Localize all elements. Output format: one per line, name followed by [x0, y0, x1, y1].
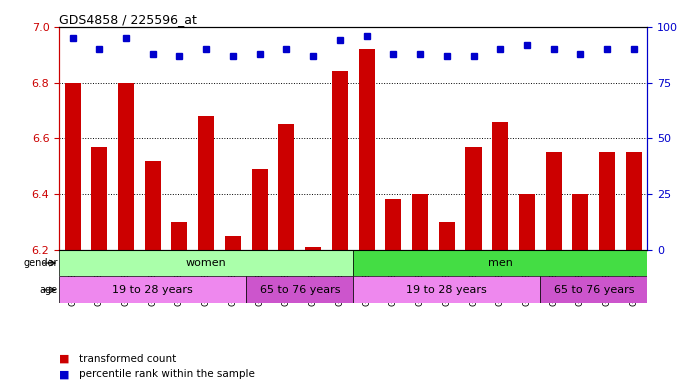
Bar	[59, 276, 246, 303]
Text: age: age	[40, 285, 58, 295]
Text: GDS4858 / 225596_at: GDS4858 / 225596_at	[59, 13, 197, 26]
Bar	[492, 122, 508, 250]
Bar	[171, 222, 187, 250]
Bar	[386, 200, 402, 250]
Text: men: men	[488, 258, 513, 268]
Bar	[626, 152, 642, 250]
Bar	[466, 147, 482, 250]
Bar	[354, 250, 647, 276]
Bar	[599, 152, 615, 250]
Text: women: women	[186, 258, 227, 268]
Bar	[540, 276, 647, 303]
Bar	[412, 194, 428, 250]
Text: transformed count: transformed count	[79, 354, 176, 364]
Bar	[572, 194, 589, 250]
Text: 65 to 76 years: 65 to 76 years	[553, 285, 634, 295]
Bar	[438, 222, 454, 250]
Bar	[145, 161, 161, 250]
Bar	[118, 83, 134, 250]
Text: ■: ■	[59, 369, 70, 379]
Text: percentile rank within the sample: percentile rank within the sample	[79, 369, 255, 379]
Bar	[252, 169, 268, 250]
Bar	[246, 276, 354, 303]
Text: 19 to 28 years: 19 to 28 years	[406, 285, 487, 295]
Bar	[225, 236, 241, 250]
Text: 19 to 28 years: 19 to 28 years	[112, 285, 193, 295]
Text: 65 to 76 years: 65 to 76 years	[260, 285, 340, 295]
Bar	[546, 152, 562, 250]
Bar	[519, 194, 535, 250]
Bar	[358, 49, 374, 250]
Text: ■: ■	[59, 354, 70, 364]
Bar	[278, 124, 294, 250]
Bar	[65, 83, 81, 250]
Bar	[91, 147, 107, 250]
Bar	[354, 276, 540, 303]
Bar	[198, 116, 214, 250]
Bar	[305, 247, 321, 250]
Text: gender: gender	[24, 258, 58, 268]
Bar	[332, 71, 348, 250]
Bar	[59, 250, 354, 276]
